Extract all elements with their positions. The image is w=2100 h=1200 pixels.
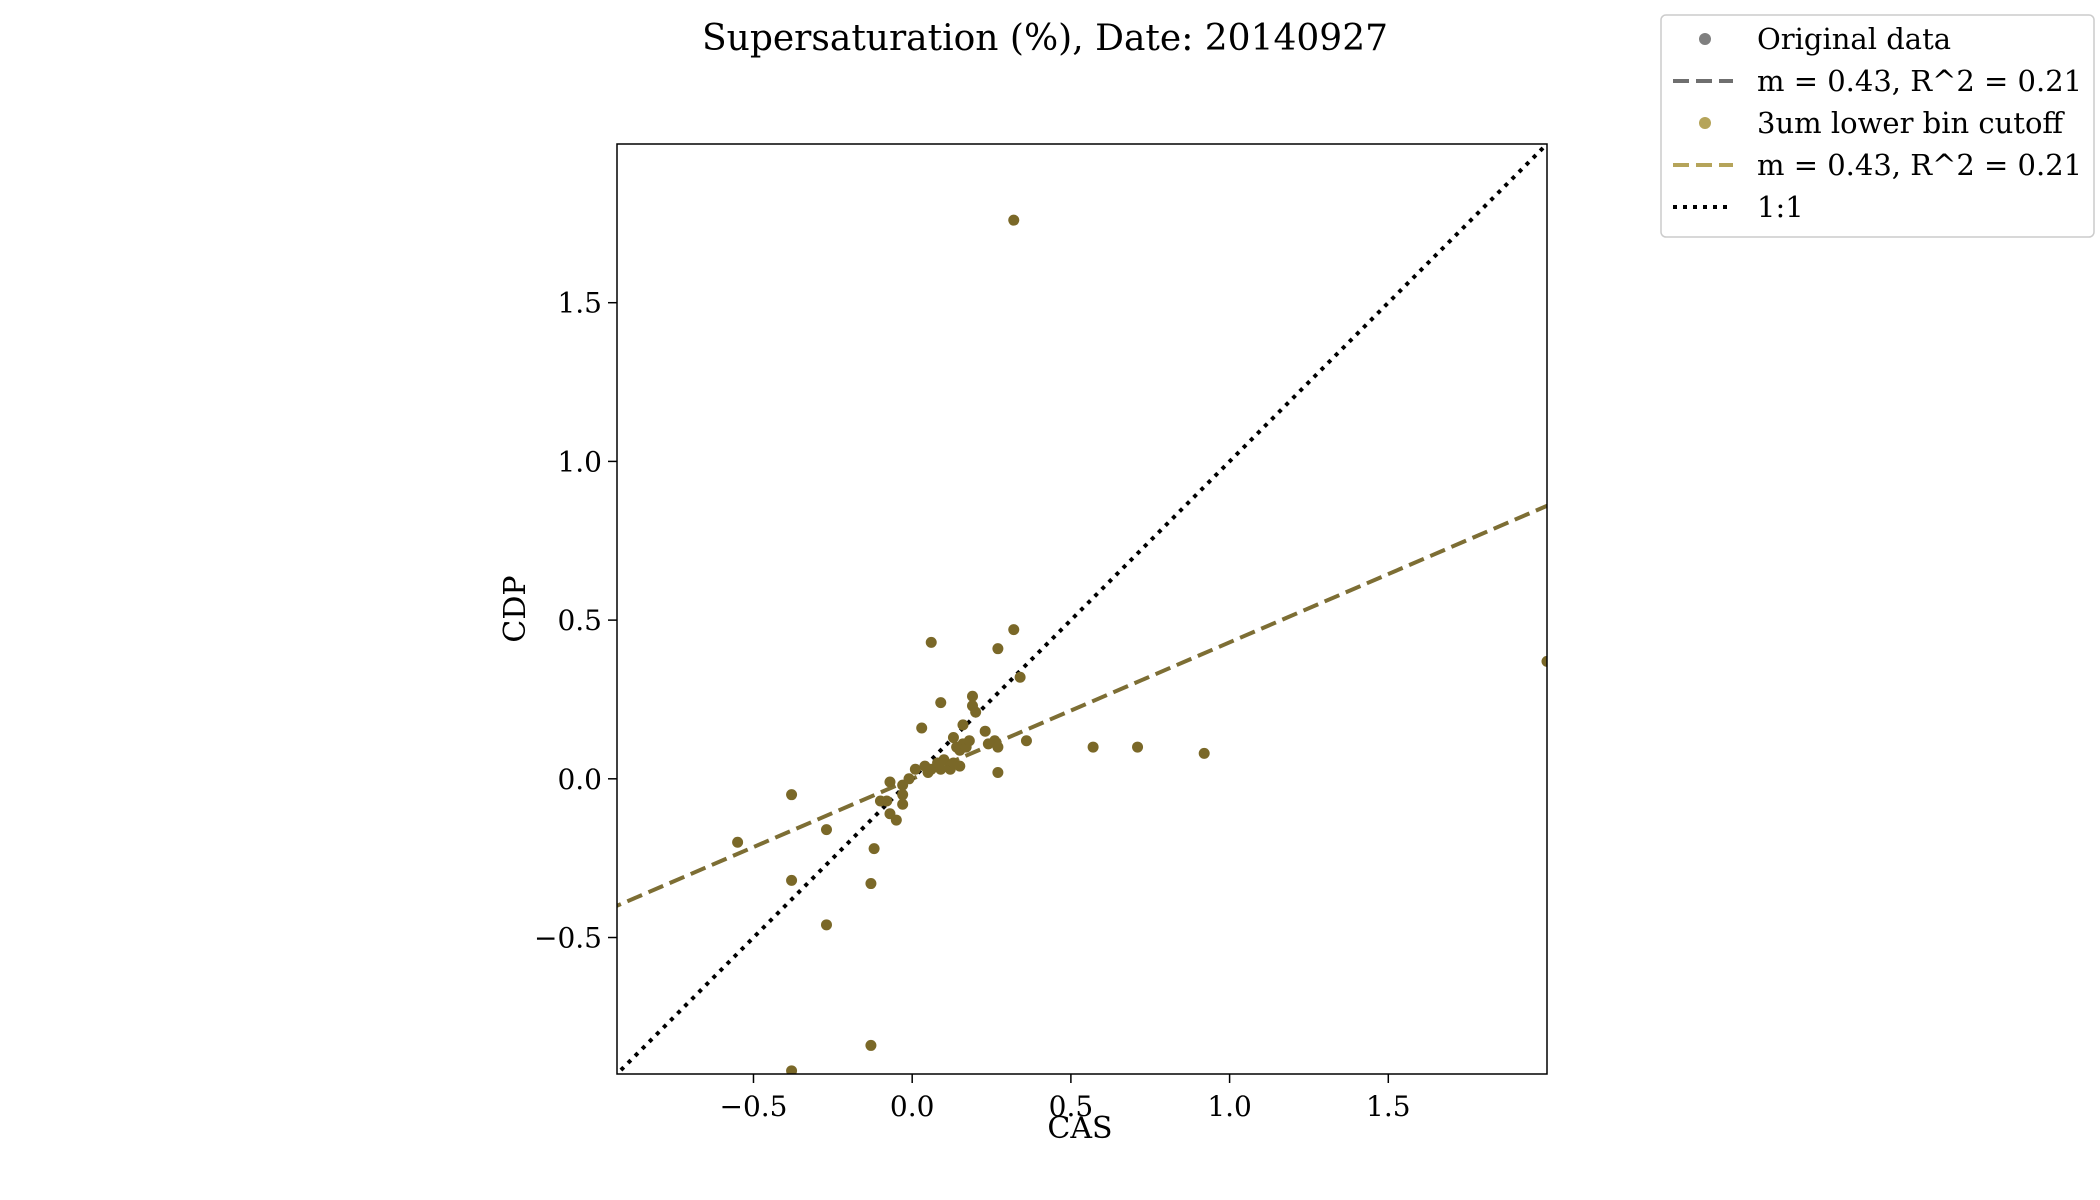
- data-point: [1014, 671, 1026, 683]
- data-point: [1132, 741, 1144, 753]
- y-tick-label: 1.0: [557, 445, 602, 478]
- data-point: [1087, 741, 1099, 753]
- data-point: [1008, 214, 1020, 226]
- data-point: [947, 732, 959, 744]
- legend-marker: [1699, 33, 1711, 45]
- data-point: [884, 776, 896, 788]
- data-point: [1198, 747, 1210, 759]
- x-tick-label: 0.0: [890, 1090, 935, 1123]
- data-point: [979, 725, 991, 737]
- data-point: [897, 798, 909, 810]
- data-point: [909, 763, 921, 775]
- legend-label: 1:1: [1757, 190, 1804, 224]
- legend: Original data m = 0.43, R^2 = 0.21 3um low…: [1660, 14, 2095, 238]
- data-point: [963, 735, 975, 747]
- data-point: [865, 878, 877, 890]
- x-tick-label: 1.5: [1366, 1090, 1411, 1123]
- data-point: [868, 843, 880, 855]
- data-point: [890, 814, 902, 826]
- data-point: [1008, 624, 1020, 636]
- data-point: [970, 706, 982, 718]
- data-point: [897, 789, 909, 801]
- chart-title: Supersaturation (%), Date: 20140927: [702, 18, 1388, 59]
- data-point: [865, 1039, 877, 1051]
- data-point: [935, 763, 947, 775]
- legend-label: m = 0.43, R^2 = 0.21: [1757, 148, 2082, 182]
- data-point: [966, 690, 978, 702]
- legend-label: m = 0.43, R^2 = 0.21: [1757, 64, 2082, 98]
- data-point: [1541, 655, 1547, 667]
- data-point: [925, 636, 937, 648]
- x-tick-label: −0.5: [719, 1090, 787, 1123]
- data-point: [1020, 735, 1032, 747]
- data-point: [935, 697, 947, 709]
- y-tick-label: 0.0: [557, 763, 602, 796]
- data-point: [820, 824, 832, 836]
- data-point: [786, 874, 798, 886]
- plot-area: [616, 143, 1548, 1075]
- legend-label: Original data: [1757, 22, 1951, 56]
- y-axis: −0.5 0.0 0.5 1.0 1.5: [534, 287, 617, 955]
- fit-line: [617, 503, 1547, 908]
- data-point: [954, 760, 966, 772]
- x-tick-label: 1.0: [1207, 1090, 1252, 1123]
- x-tick-label: 0.5: [1049, 1090, 1094, 1123]
- plot-frame: [616, 143, 1548, 1075]
- data-point: [916, 722, 928, 734]
- data-point: [992, 766, 1004, 778]
- x-axis-label: CAS: [1047, 1111, 1112, 1146]
- legend-marker: [1699, 117, 1711, 129]
- y-tick-label: 0.5: [557, 604, 602, 637]
- data-point: [786, 789, 798, 801]
- data-point: [820, 919, 832, 931]
- data-point: [881, 795, 893, 807]
- data-point: [992, 741, 1004, 753]
- y-axis-label: CDP: [498, 575, 533, 642]
- x-axis: −0.5 0.0 0.5 1.0 1.5: [719, 1074, 1411, 1123]
- data-point: [786, 1065, 798, 1074]
- data-point: [903, 773, 915, 785]
- data-point: [992, 643, 1004, 655]
- data-point: [732, 836, 744, 848]
- y-tick-label: 1.5: [557, 287, 602, 320]
- y-tick-label: −0.5: [534, 922, 602, 955]
- legend-frame: [1660, 14, 2095, 238]
- data-point: [957, 719, 969, 731]
- legend-label: 3um lower bin cutoff: [1757, 106, 2065, 140]
- one-to-one-line: [617, 144, 1547, 1074]
